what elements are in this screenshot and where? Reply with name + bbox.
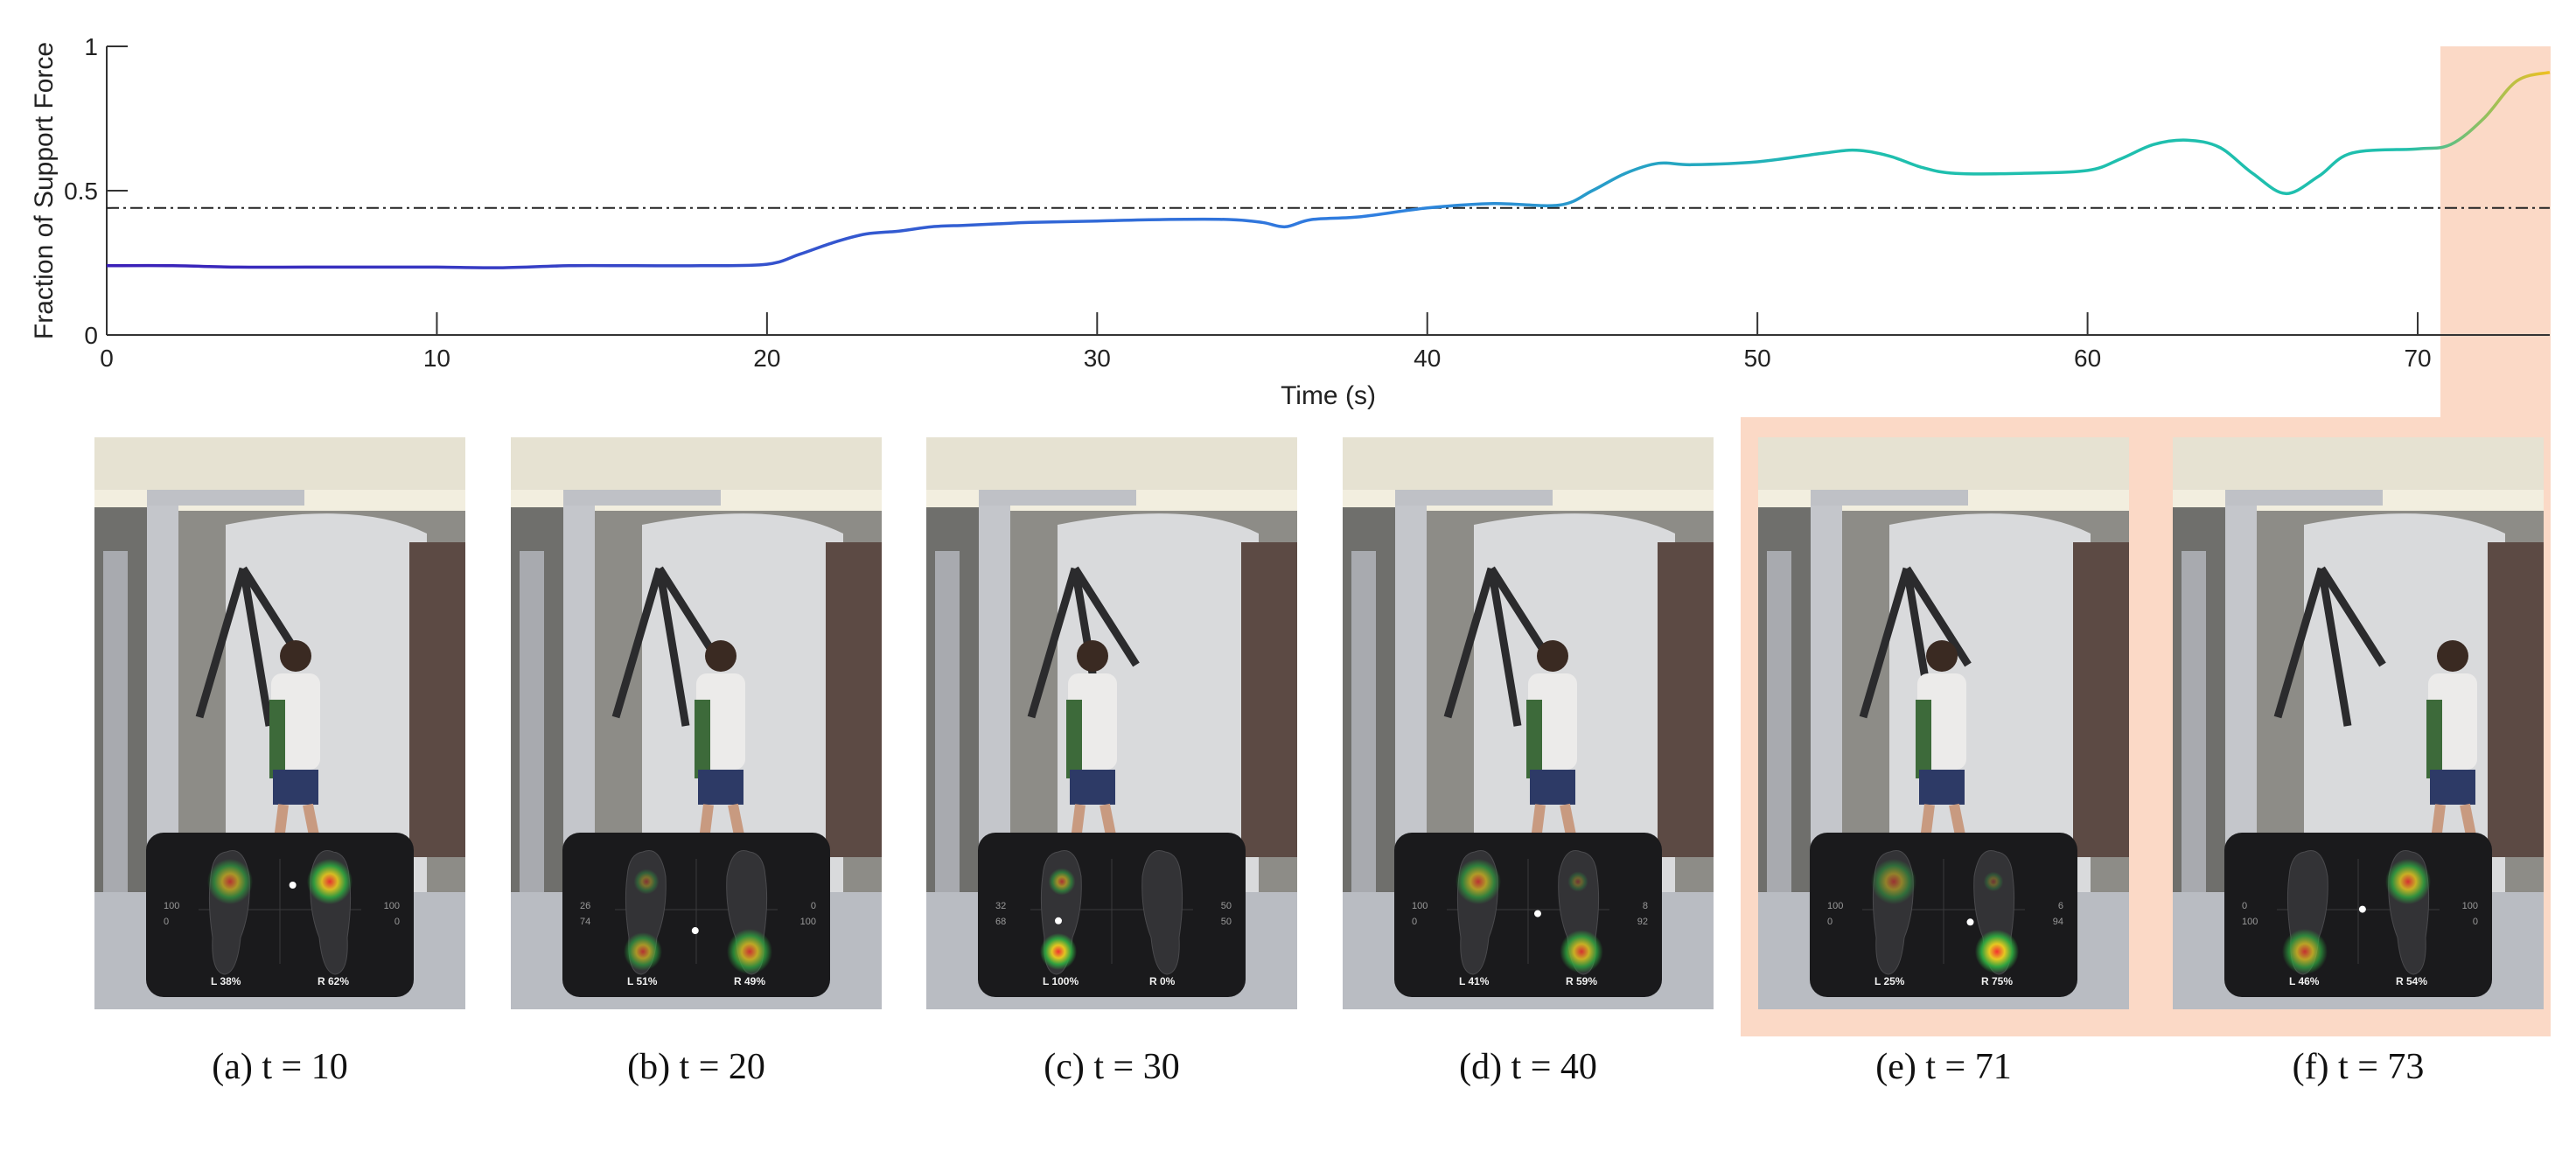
insole-right-percentage: R 59% bbox=[1566, 975, 1598, 987]
insole-left-bottom-value: 74 bbox=[580, 917, 591, 927]
insole-right-top-value: 0 bbox=[810, 901, 816, 911]
insole-right-top-value: 50 bbox=[1220, 901, 1232, 911]
insole-right-top-value: 100 bbox=[383, 901, 400, 911]
x-tick-label: 50 bbox=[1744, 345, 1771, 372]
insole-heatmap bbox=[1862, 850, 2025, 975]
insole-left-percentage: L 25% bbox=[1874, 975, 1905, 987]
insole-left-percentage: L 51% bbox=[627, 975, 658, 987]
insole-right-percentage: R 54% bbox=[2396, 975, 2428, 987]
insole-left-percentage: L 38% bbox=[211, 975, 241, 987]
insole-right-bottom-value: 100 bbox=[799, 917, 816, 927]
insole-pressure-panel: 100 0 100 0 L 38% R 62% bbox=[146, 833, 414, 997]
frame-photo: 100 0 8 92 L 41% R 59% bbox=[1343, 437, 1714, 1009]
insole-left-top-value: 32 bbox=[995, 901, 1007, 911]
frame-caption: (b) t = 20 bbox=[627, 1047, 765, 1087]
insole-right-top-value: 100 bbox=[2461, 901, 2478, 911]
y-tick-group: 00.51 bbox=[64, 33, 128, 349]
frame-caption: (d) t = 40 bbox=[1459, 1047, 1597, 1087]
insole-right-bottom-value: 94 bbox=[2052, 917, 2063, 927]
insole-heatmap bbox=[199, 850, 361, 975]
insole-pressure-panel: 0 100 100 0 L 46% R 54% bbox=[2224, 833, 2492, 997]
insole-left-top-value: 0 bbox=[2242, 901, 2248, 911]
frame-photo: 32 68 50 50 L 100% R 0% bbox=[926, 437, 1297, 1009]
insole-pressure-panel: 100 0 6 94 L 25% R 75% bbox=[1810, 833, 2077, 997]
frame-caption: (e) t = 71 bbox=[1875, 1047, 2012, 1087]
frame-photo: 100 0 6 94 L 25% R 75% bbox=[1758, 437, 2129, 1009]
insole-left-bottom-value: 0 bbox=[1827, 917, 1833, 927]
insole-right-percentage: R 75% bbox=[1981, 975, 2014, 987]
y-axis-label: Fraction of Support Force bbox=[30, 42, 59, 339]
frame-caption: (a) t = 10 bbox=[212, 1047, 348, 1087]
insole-right-bottom-value: 0 bbox=[394, 917, 400, 927]
y-tick-label: 1 bbox=[84, 33, 98, 60]
frame-photo: 100 0 100 0 L 38% R 62% bbox=[94, 437, 465, 1009]
insole-heatmap bbox=[1030, 850, 1193, 975]
x-tick-label: 40 bbox=[1414, 345, 1441, 372]
insole-heatmap bbox=[615, 850, 778, 975]
insole-right-bottom-value: 92 bbox=[1637, 917, 1648, 927]
insole-pressure-panel: 100 0 8 92 L 41% R 59% bbox=[1394, 833, 1662, 997]
frame-caption: (c) t = 30 bbox=[1044, 1047, 1180, 1087]
y-tick-label: 0.5 bbox=[64, 178, 98, 205]
insole-left-top-value: 26 bbox=[580, 901, 591, 911]
x-tick-label: 10 bbox=[423, 345, 450, 372]
insole-left-top-value: 100 bbox=[164, 901, 180, 911]
insole-left-percentage: L 41% bbox=[1459, 975, 1490, 987]
x-tick-label: 20 bbox=[753, 345, 780, 372]
series-line-support-force bbox=[106, 70, 2551, 269]
support-force-chart: 0 10 20 30 40 50 60 70 00.51 Time (s) Fraction … bbox=[30, 33, 2551, 410]
x-axis-label: Time (s) bbox=[1281, 381, 1376, 410]
insole-left-bottom-value: 0 bbox=[164, 917, 170, 927]
insole-left-bottom-value: 100 bbox=[2242, 917, 2258, 927]
insole-right-percentage: R 0% bbox=[1149, 975, 1176, 987]
insole-right-bottom-value: 0 bbox=[2472, 917, 2478, 927]
highlight-region-chart bbox=[2440, 46, 2551, 424]
insole-left-percentage: L 100% bbox=[1043, 975, 1079, 987]
x-tick-group: 0 10 20 30 40 50 60 70 bbox=[100, 312, 2432, 372]
insole-right-top-value: 8 bbox=[1642, 901, 1648, 911]
insole-right-percentage: R 62% bbox=[318, 975, 350, 987]
chart-axes bbox=[106, 46, 2550, 336]
insole-right-bottom-value: 50 bbox=[1220, 917, 1232, 927]
frame-photo: 26 74 0 100 L 51% R 49% bbox=[511, 437, 882, 1009]
insole-right-top-value: 6 bbox=[2057, 901, 2063, 911]
x-tick-label: 60 bbox=[2074, 345, 2101, 372]
insole-heatmap bbox=[2277, 850, 2440, 975]
y-tick-label: 0 bbox=[84, 322, 98, 349]
insole-right-percentage: R 49% bbox=[734, 975, 766, 987]
insole-heatmap bbox=[1447, 850, 1609, 975]
insole-left-top-value: 100 bbox=[1827, 901, 1844, 911]
insole-left-bottom-value: 68 bbox=[995, 917, 1007, 927]
insole-left-percentage: L 46% bbox=[2289, 975, 2320, 987]
x-tick-label: 0 bbox=[100, 345, 114, 372]
x-tick-label: 70 bbox=[2404, 345, 2431, 372]
insole-pressure-panel: 32 68 50 50 L 100% R 0% bbox=[978, 833, 1246, 997]
insole-pressure-panel: 26 74 0 100 L 51% R 49% bbox=[562, 833, 830, 997]
frame-caption: (f) t = 73 bbox=[2292, 1047, 2425, 1087]
x-tick-label: 30 bbox=[1084, 345, 1111, 372]
frame-photo: 0 100 100 0 L 46% R 54% bbox=[2173, 437, 2544, 1009]
insole-left-bottom-value: 0 bbox=[1412, 917, 1418, 927]
insole-left-top-value: 100 bbox=[1412, 901, 1428, 911]
